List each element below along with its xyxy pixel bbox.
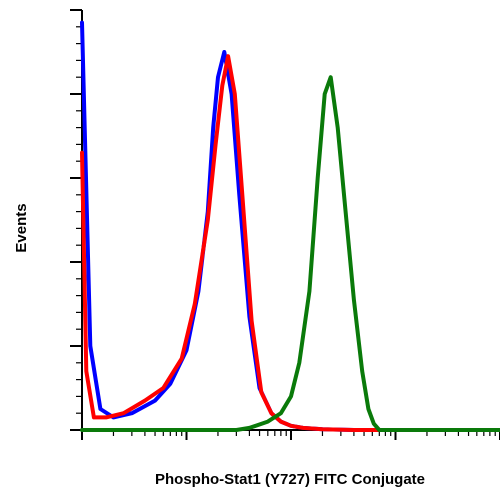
- y-axis-ticks: [70, 9, 82, 431]
- series-line-2: [80, 54, 500, 432]
- series-line-3: [80, 75, 500, 432]
- x-axis-title: Phospho-Stat1 (Y727) FITC Conjugate: [155, 471, 425, 488]
- series-line-1: [80, 20, 500, 432]
- series-group: [80, 20, 500, 432]
- y-axis-title: Events: [13, 203, 30, 252]
- plot-frame: [81, 10, 500, 431]
